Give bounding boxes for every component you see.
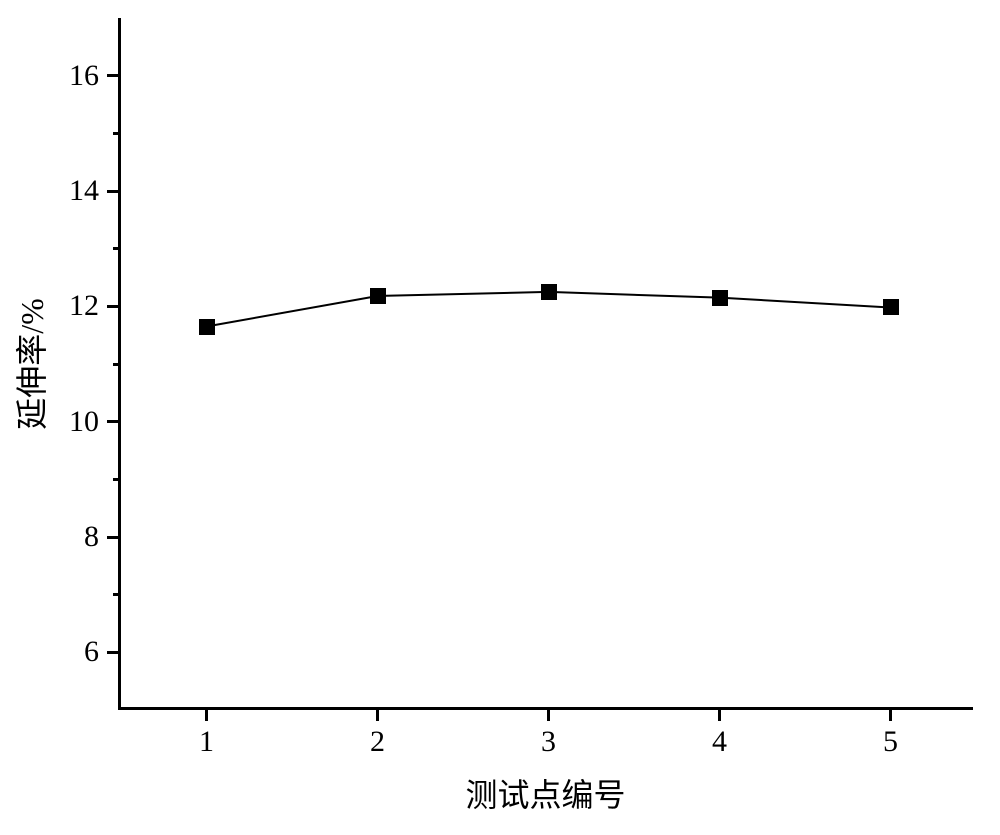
y-tick-label: 16 bbox=[69, 59, 99, 93]
x-tick-major bbox=[718, 707, 721, 721]
x-tick-label: 5 bbox=[883, 725, 898, 759]
y-tick-major bbox=[107, 305, 121, 308]
data-marker bbox=[541, 284, 557, 300]
x-tick-major bbox=[205, 707, 208, 721]
series-line-svg bbox=[121, 18, 421, 168]
y-tick-major bbox=[107, 190, 121, 193]
y-tick-minor bbox=[113, 363, 121, 366]
y-tick-major bbox=[107, 536, 121, 539]
y-tick-minor bbox=[113, 247, 121, 250]
data-marker bbox=[370, 288, 386, 304]
plot-area: 681012141612345 bbox=[118, 18, 973, 710]
x-axis-label: 测试点编号 bbox=[465, 770, 625, 816]
y-tick-major bbox=[107, 651, 121, 654]
y-tick-minor bbox=[113, 593, 121, 596]
data-marker bbox=[199, 319, 215, 335]
x-tick-label: 3 bbox=[541, 725, 556, 759]
y-tick-minor bbox=[113, 478, 121, 481]
y-tick-major bbox=[107, 420, 121, 423]
x-tick-major bbox=[889, 707, 892, 721]
data-marker bbox=[712, 290, 728, 306]
x-tick-major bbox=[547, 707, 550, 721]
y-tick-major bbox=[107, 74, 121, 77]
y-tick-label: 10 bbox=[69, 405, 99, 439]
y-tick-label: 12 bbox=[69, 289, 99, 323]
x-tick-label: 4 bbox=[712, 725, 727, 759]
elongation-chart: 681012141612345 延伸率/% 测试点编号 bbox=[0, 0, 1000, 835]
x-tick-label: 1 bbox=[199, 725, 214, 759]
y-tick-label: 14 bbox=[69, 174, 99, 208]
x-tick-label: 2 bbox=[370, 725, 385, 759]
y-tick-label: 6 bbox=[84, 635, 99, 669]
y-tick-label: 8 bbox=[84, 520, 99, 554]
x-tick-major bbox=[376, 707, 379, 721]
y-axis-label: 延伸率/% bbox=[7, 298, 53, 430]
y-tick-minor bbox=[113, 132, 121, 135]
data-marker bbox=[883, 299, 899, 315]
